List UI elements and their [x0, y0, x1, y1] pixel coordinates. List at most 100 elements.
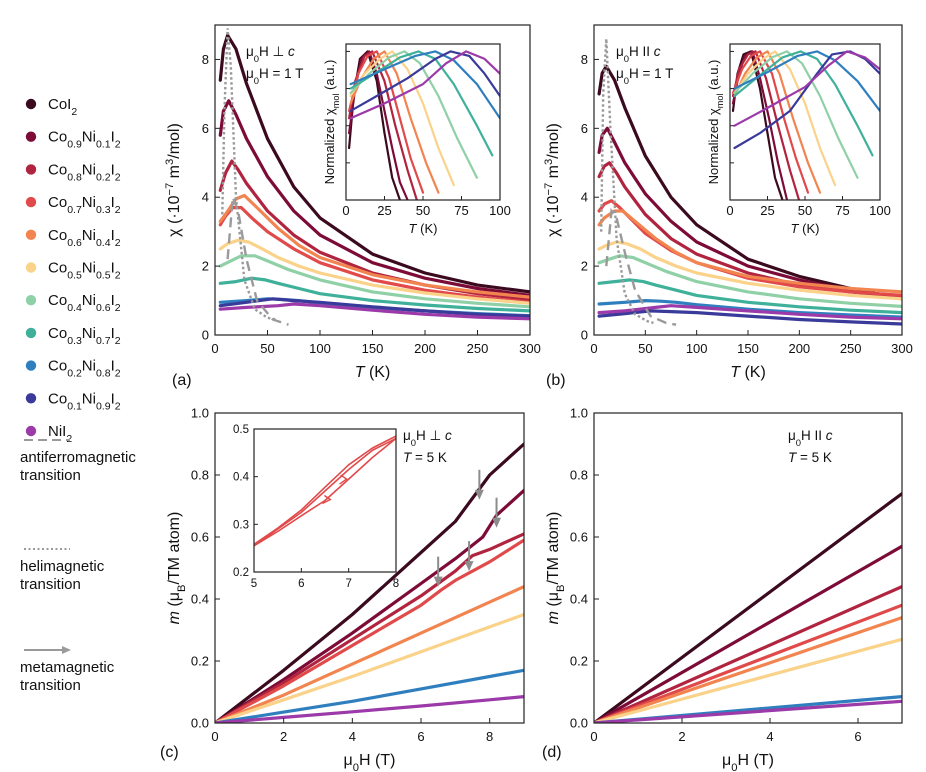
legend-label-coi2: CoI2 — [48, 96, 77, 118]
inset-y-tick-label: 0.4 — [233, 472, 250, 484]
dotted-transition-line — [600, 38, 654, 325]
text-run: χ (·10 — [166, 195, 183, 236]
series-line-x01 — [594, 544, 902, 723]
text-run: Ni — [82, 260, 96, 277]
legend-label-x09: Co0.1Ni0.9I2 — [48, 390, 121, 412]
text-run: H ⊥ — [259, 44, 288, 59]
text-run: 0 — [731, 762, 737, 772]
series-line-x09 — [597, 309, 902, 326]
text-run: Co — [48, 390, 67, 407]
y-tick-label: 4 — [581, 190, 588, 205]
text-run: Normalized χ — [706, 108, 721, 184]
series-line-x03 — [594, 603, 902, 723]
inset-line-x07 — [733, 50, 874, 157]
x-tick-label: 0 — [590, 341, 597, 356]
inset-x-tick-label: 100 — [489, 203, 511, 218]
y-tick-label: 2 — [202, 259, 209, 274]
text-run: Ni — [82, 325, 96, 342]
text-run: /TM atom) — [166, 512, 183, 585]
x-tick-label: 200 — [788, 341, 810, 356]
inset-x-tick-label: 5 — [251, 578, 257, 590]
legend-text-dotted: helimagnetic — [20, 558, 105, 575]
text-run: 2 — [115, 400, 121, 412]
text-run: H ⊥ — [416, 428, 445, 443]
metamagnetic-arrowhead — [433, 576, 443, 587]
inset-line-x08 — [733, 50, 880, 112]
x-tick-label: 300 — [891, 341, 913, 356]
text-run: 2 — [115, 139, 121, 151]
panel-label: (a) — [172, 372, 192, 389]
x-tick-label: 50 — [638, 341, 652, 356]
text-run: Co — [48, 129, 67, 146]
text-run: 0.1 — [67, 400, 82, 412]
text-run: 0 — [254, 54, 259, 65]
text-run: μ — [246, 44, 254, 59]
inset-line-nii2 — [733, 50, 880, 127]
inset-y-axis-label: Normalized χmol (a.u.) — [706, 60, 725, 185]
inset-line-x03 — [348, 50, 425, 194]
text-run: 3 — [164, 159, 176, 165]
text-run: Co — [48, 260, 67, 277]
y-axis-label: m (μB/TM atom) — [166, 512, 188, 625]
text-run: m — [545, 611, 562, 624]
metamagnetic-arrowhead — [492, 517, 502, 528]
y-tick-label: 8 — [581, 52, 588, 67]
series-line-nii2 — [594, 699, 902, 723]
text-run: 0.8 — [67, 171, 82, 183]
x-tick-label: 2 — [280, 729, 287, 744]
x-axis-label: T (K) — [730, 364, 766, 381]
inset-frame — [253, 428, 397, 573]
text-run: m — [166, 165, 183, 183]
text-run: μ — [616, 44, 624, 59]
text-run: 0 — [796, 438, 801, 449]
text-run: 0 — [254, 76, 259, 87]
inset-line-x05 — [733, 50, 837, 187]
series-line-x08 — [215, 668, 524, 723]
legend-label-x01: Co0.9Ni0.1I2 — [48, 129, 121, 151]
x-axis-label: T (K) — [355, 364, 391, 381]
text-run: I — [111, 129, 115, 146]
text-run: I — [111, 161, 115, 178]
text-run: 0.5 — [67, 270, 82, 282]
text-run: Ni — [82, 227, 96, 244]
legend-marker-x01 — [25, 131, 37, 142]
y-tick-label: 0.2 — [191, 654, 209, 669]
text-run: = 5 K — [411, 450, 447, 465]
text-run: 0.3 — [96, 204, 111, 216]
text-run: 0.1 — [96, 139, 111, 151]
inset-x-tick-label: 75 — [454, 203, 468, 218]
legend-label-x05: Co0.5Ni0.5I2 — [48, 260, 121, 282]
text-run: 0 — [411, 438, 416, 449]
y-tick-label: 0.0 — [570, 716, 588, 731]
series-line-nii2 — [218, 302, 530, 321]
text-run: NiI — [48, 423, 66, 440]
series-line-x09 — [218, 297, 530, 318]
text-run: Co — [48, 161, 67, 178]
legend-text-dashed: transition — [20, 467, 81, 484]
series-line-x08 — [597, 299, 902, 319]
y-tick-label: 0.6 — [570, 530, 588, 545]
text-run: I — [111, 325, 115, 342]
inset-x-tick-label: 25 — [377, 203, 391, 218]
series-line-x07 — [597, 278, 902, 315]
legend-label-x07: Co0.3Ni0.7I2 — [48, 325, 121, 347]
text-run: T — [730, 364, 741, 381]
inset-x-tick-label: 6 — [298, 578, 304, 590]
y-tick-label: 1.0 — [191, 406, 209, 421]
metamagnetic-arrowhead — [474, 489, 484, 500]
text-run: B — [555, 585, 567, 592]
text-run: 0 — [624, 54, 629, 65]
series-line-x05 — [594, 637, 902, 723]
axes-frame — [214, 412, 525, 724]
series-line-x05 — [218, 238, 530, 305]
inset-x-tick-label: 50 — [416, 203, 430, 218]
field-annotation: μ0H ⊥ c — [246, 44, 295, 65]
text-run: Ni — [82, 292, 96, 309]
x-tick-label: 6 — [417, 729, 424, 744]
metamagnetic-arrowhead — [464, 561, 474, 572]
x-tick-label: 8 — [486, 729, 493, 744]
inset-x-tick-label: 50 — [798, 203, 812, 218]
text-run: I — [111, 260, 115, 277]
x-tick-label: 4 — [766, 729, 773, 744]
